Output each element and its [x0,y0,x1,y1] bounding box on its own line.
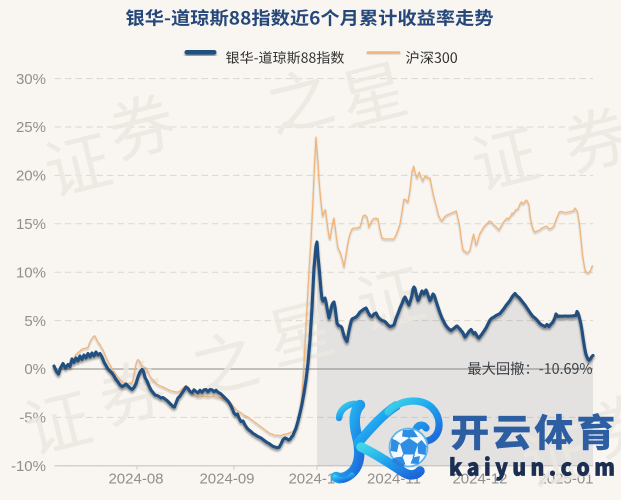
svg-text:0%: 0% [24,361,46,378]
svg-text:2024-10: 2024-10 [288,471,343,488]
svg-text:-10%: -10% [11,458,46,475]
svg-text:20%: 20% [16,168,46,185]
svg-text:5%: 5% [24,313,46,330]
svg-text:2024-12: 2024-12 [452,471,507,488]
svg-text:2024-09: 2024-09 [199,471,254,488]
svg-text:30%: 30% [16,71,46,88]
svg-text:10%: 10% [16,264,46,281]
svg-text:25%: 25% [16,119,46,136]
svg-text:15%: 15% [16,216,46,233]
svg-text:2024-08: 2024-08 [108,471,163,488]
